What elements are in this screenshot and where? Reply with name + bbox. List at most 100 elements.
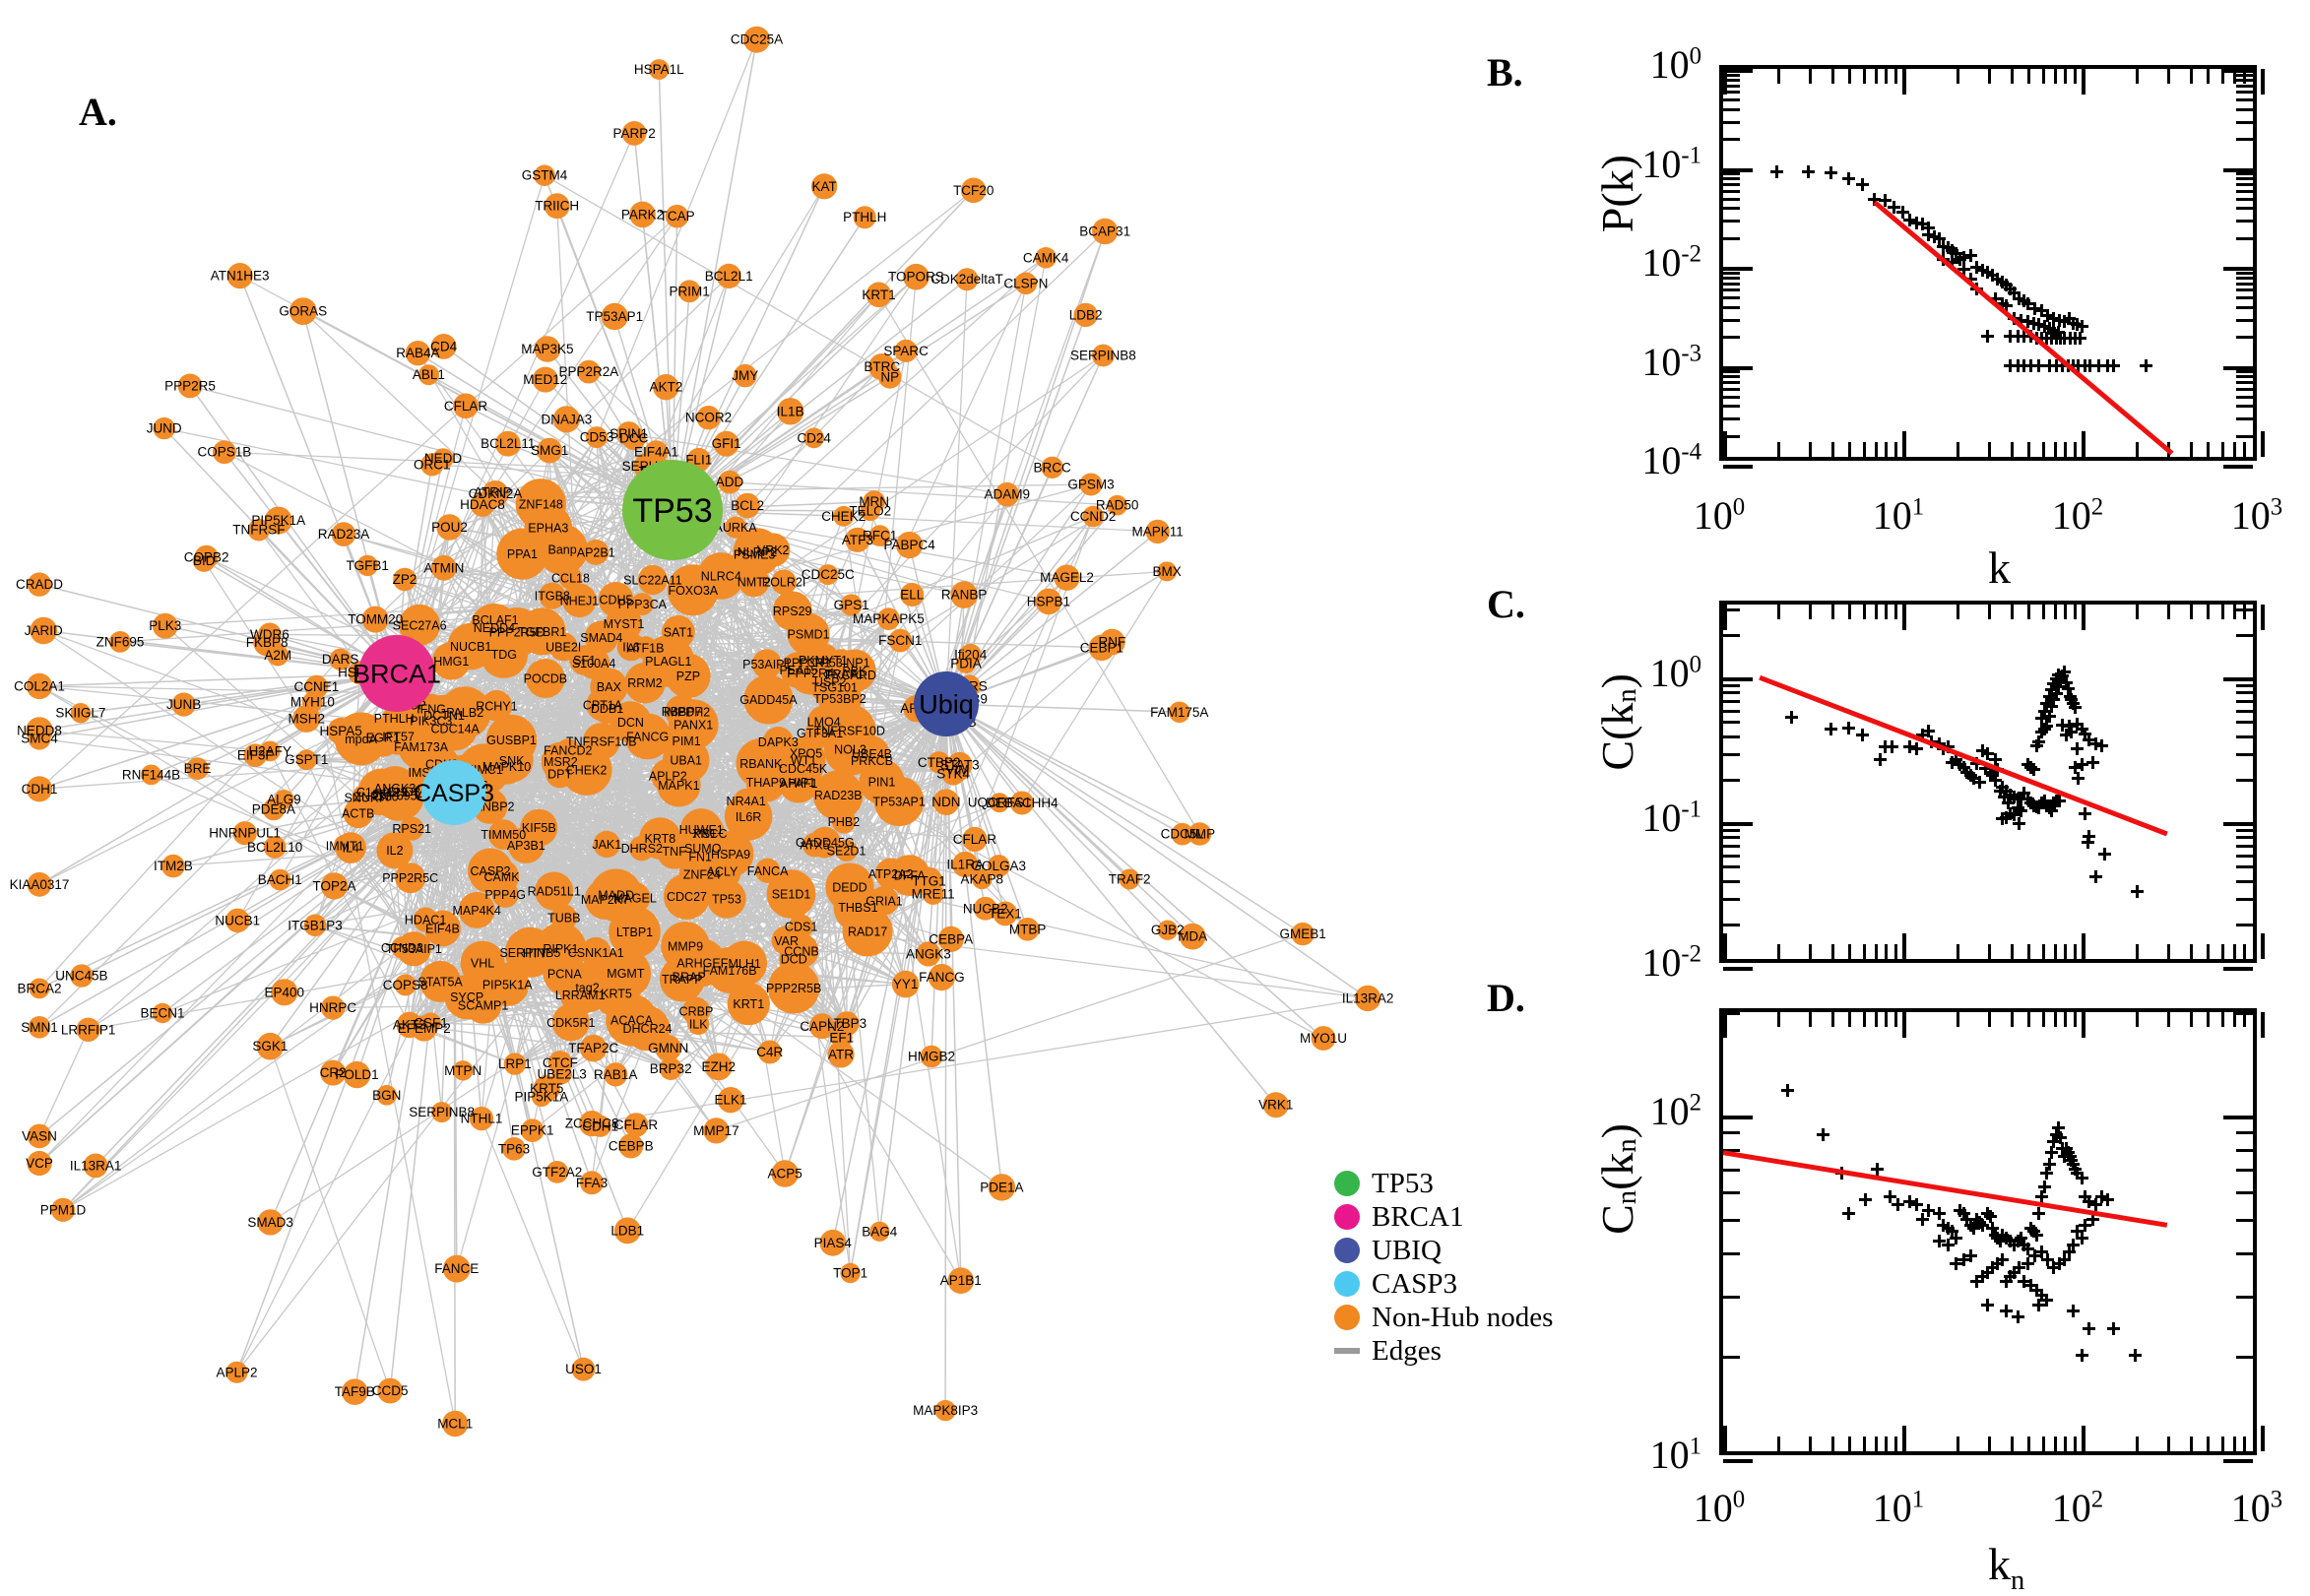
network-node-label: MAP3K5 xyxy=(521,342,573,356)
network-node-label: DEDD xyxy=(832,881,866,895)
axis-tick xyxy=(2261,1012,2265,1038)
axis-tick xyxy=(2261,933,2265,959)
fit-line-b xyxy=(1723,69,2261,465)
network-node-label: ABL1 xyxy=(413,367,445,382)
network-node-label: CDC25A xyxy=(731,32,783,47)
network-node-label: TP53AP1 xyxy=(586,309,643,324)
network-node-label: PSMD1 xyxy=(788,628,830,642)
network-node-label: CFLAR xyxy=(953,832,997,847)
network-node-label: JMY xyxy=(732,368,758,383)
network-node-label: TRAF2 xyxy=(1109,872,1151,887)
network-node-label: RAD17 xyxy=(848,925,887,938)
network-node-label: JUND xyxy=(147,421,182,436)
network-node-label: PALB2 xyxy=(446,706,483,720)
network-node-label: BTRC xyxy=(864,359,900,374)
network-node-label: ANGK3 xyxy=(906,947,951,962)
network-node-label: SPARC xyxy=(883,344,929,358)
network-node-label: FN1 xyxy=(688,850,712,863)
legend-color-swatch xyxy=(1334,1271,1360,1297)
y-axis-label: C(kn) xyxy=(1591,673,1643,771)
network-node-label: RANBP xyxy=(941,588,988,603)
network-node-label: TRAPP xyxy=(662,973,703,987)
y-tick-label: 100 xyxy=(1650,41,1701,88)
network-node-label: TP53 xyxy=(712,892,741,906)
network-node-label: PLK3 xyxy=(149,618,181,633)
network-node-label: HSPA9 xyxy=(711,848,750,862)
network-node-label: JARID xyxy=(25,623,63,638)
network-node-label: CDH1 xyxy=(582,1118,618,1133)
network-node-label: TNFRSF10B xyxy=(566,734,637,748)
network-node-label: TAF9B xyxy=(335,1384,375,1399)
network-node-label: SKIIGL7 xyxy=(55,706,105,721)
network-node-label: GPS1 xyxy=(834,598,869,612)
network-node-label: VHL xyxy=(471,957,494,971)
network-node-label: NCOR2 xyxy=(685,411,732,425)
network-node-label: FSCN1 xyxy=(878,633,922,648)
network-node-label: IL1B xyxy=(777,404,804,418)
network-node-label: BAG4 xyxy=(862,1224,898,1239)
network-node-label: MCL1 xyxy=(437,1417,473,1432)
network-node-label: USO1 xyxy=(565,1362,602,1376)
network-node-label: DHRS2 xyxy=(621,842,663,856)
x-tick-label: 101 xyxy=(1859,1485,1938,1531)
network-node-label: VASN xyxy=(22,1128,57,1143)
network-node-label: TP53AIP1 xyxy=(386,942,442,956)
network-node-label: MRE11 xyxy=(912,886,955,901)
network-node-label: POU2 xyxy=(431,520,468,535)
network-node-label: ZNF350 xyxy=(354,790,399,803)
network-node-label: CLSPN xyxy=(1003,276,1048,290)
network-node-label: VCP xyxy=(26,1156,53,1171)
network-node-label: ADAM9 xyxy=(985,487,1031,502)
network-node-label: ILK xyxy=(689,1018,708,1032)
network-node-label: PPM1D xyxy=(40,1202,87,1217)
network-node-label: PLAGL1 xyxy=(645,655,691,669)
fit-line-d xyxy=(1723,1012,2261,1459)
network-node-label: COL2A1 xyxy=(14,678,65,693)
x-axis-label: kn xyxy=(1988,1538,2024,1590)
network-node-label: CDC25C xyxy=(802,567,855,582)
network-node-label: GADD45A xyxy=(739,693,798,707)
network-node-label: MTBP xyxy=(1009,922,1047,936)
network-node-label: SERPINB8 xyxy=(1070,349,1136,363)
network-node-label: NEDD8 xyxy=(17,724,62,738)
axis-tick xyxy=(2223,967,2253,971)
network-node-label: BRCC xyxy=(1033,460,1071,475)
network-node-label: PS1 xyxy=(693,827,717,841)
x-tick-label: 101 xyxy=(1859,492,1938,539)
network-node-label: PARP2 xyxy=(612,126,655,141)
network-node-label: EPPK1 xyxy=(511,1123,554,1138)
network-node-label: EP400 xyxy=(265,985,305,999)
network-node-label: NR4A1 xyxy=(727,795,766,808)
y-tick-label: 100 xyxy=(1650,650,1701,696)
network-node-label: MMP9 xyxy=(668,939,703,953)
network-node-label: IL6 xyxy=(622,641,639,655)
network-node-label: MAPK11 xyxy=(1132,524,1184,539)
network-node-label: CDK5R1 xyxy=(546,1016,595,1030)
network-node-label: AP2B1 xyxy=(577,545,615,559)
network-node-label: PDIA xyxy=(950,656,982,670)
network-node-label: ACP5 xyxy=(768,1167,802,1181)
network-node-label: LDB2 xyxy=(1069,307,1103,322)
network-node-label: NEDD xyxy=(424,451,463,466)
network-node-label: SYCP xyxy=(450,990,483,1004)
network-node-label: GPSM3 xyxy=(1067,478,1114,492)
axis-tick xyxy=(2223,1459,2253,1463)
legend-color-swatch xyxy=(1334,1305,1360,1330)
network-node-label: KRT1 xyxy=(862,287,895,302)
network-node-label: GOLGA3 xyxy=(972,859,1027,873)
network-node-label: YY1 xyxy=(893,977,919,991)
network-node-label: ZNF148 xyxy=(519,497,563,511)
network-node-label: TCF20 xyxy=(953,183,994,198)
y-axis-label: P(k) xyxy=(1591,155,1643,232)
hub-label-ubiq: Ubiq xyxy=(919,689,974,719)
network-node-label: ATP2A2 xyxy=(868,867,914,881)
network-node-label: MYST1 xyxy=(604,617,645,631)
network-node-label: ITGB8 xyxy=(535,590,570,604)
network-node-label: CFLAR xyxy=(444,399,488,414)
network-node-label: RAD23A xyxy=(318,527,370,542)
network-node-label: LRP1 xyxy=(498,1056,532,1071)
network-node-label: ATF3 xyxy=(842,533,873,547)
